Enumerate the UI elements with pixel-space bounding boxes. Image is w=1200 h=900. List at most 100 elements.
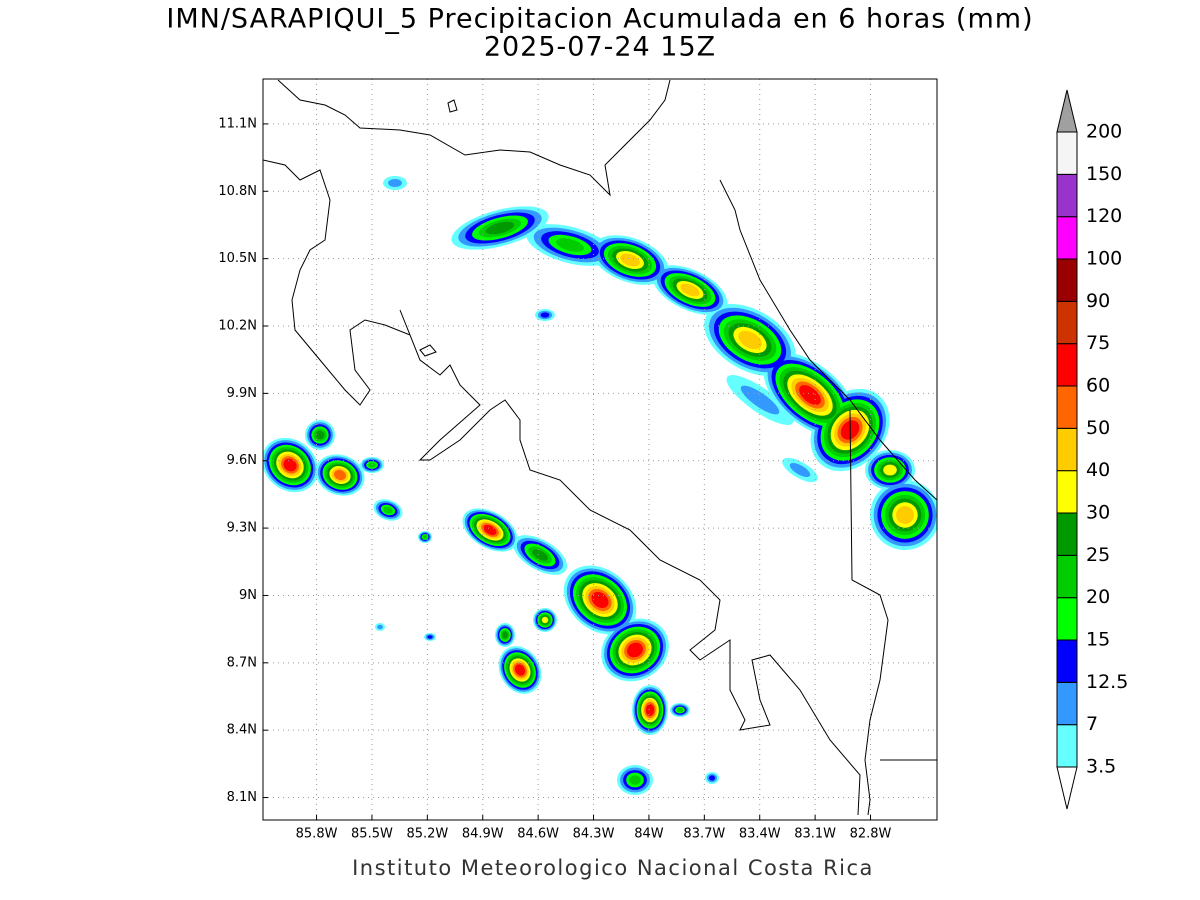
colorbar-box (1056, 385, 1078, 429)
colorbar-box (1056, 681, 1078, 726)
colorbar-label: 150 (1086, 163, 1122, 185)
precip-contour (283, 458, 297, 472)
x-tick-label: 83.1W (794, 827, 836, 842)
y-tick-label: 9.9N (227, 386, 257, 401)
colorbar-label: 100 (1086, 248, 1122, 270)
title: IMN/SARAPIQUI_5 Precipitacion Acumulada … (166, 4, 1033, 35)
y-tick-label: 10.8N (218, 184, 257, 199)
footer: Instituto Meteorologico Nacional Costa R… (352, 856, 874, 880)
x-tick-label: 82.8W (850, 827, 892, 842)
colorbar-label: 90 (1086, 290, 1110, 312)
colorbar-box (1056, 258, 1078, 302)
precip-contour (377, 624, 383, 630)
x-tick-label: 83.7W (683, 827, 725, 842)
y-tick-label: 8.7N (227, 655, 257, 670)
y-tick-label: 10.2N (218, 319, 257, 334)
colorbar-label: 7 (1086, 713, 1098, 735)
precip-contour (883, 464, 897, 476)
colorbar-box (1056, 639, 1078, 683)
colorbar-label: 50 (1086, 417, 1110, 439)
grid: 85.8W 85.5W 85.2W 84.9W 84.6W 84.3W 84W 83.7W 83… (218, 79, 937, 842)
coastline (277, 79, 671, 197)
colorbar-label: 25 (1086, 544, 1110, 566)
colorbar-label: 15 (1086, 629, 1110, 651)
precip-contour (556, 238, 584, 252)
coastline (263, 159, 861, 816)
precip-contour (680, 283, 700, 297)
x-tick-label: 84.6W (517, 827, 559, 842)
x-tick-label: 83.4W (739, 827, 781, 842)
precip-contour (485, 221, 515, 235)
colorbar-under (1056, 766, 1078, 810)
colorbar-box (1056, 131, 1078, 175)
colorbar-box (1056, 216, 1078, 260)
precip-contour (627, 642, 643, 658)
colorbar-label: 12.5 (1086, 671, 1128, 693)
colorbar-box (1056, 427, 1078, 472)
x-tick-label: 84.3W (573, 827, 615, 842)
precip-contour (738, 330, 762, 350)
coastline (719, 179, 937, 501)
colorbar-label: 60 (1086, 375, 1110, 397)
y-tick-label: 9.3N (227, 521, 257, 536)
precip-contour (502, 631, 508, 639)
precip-contour (541, 616, 549, 624)
x-tick-label: 84.9W (462, 827, 504, 842)
y-tick-label: 8.1N (227, 790, 257, 805)
colorbar-label: 75 (1086, 332, 1110, 354)
colorbar-box (1056, 173, 1078, 218)
x-tick-label: 85.8W (296, 827, 338, 842)
precip-contour (540, 312, 550, 318)
precip-contour (427, 635, 433, 639)
x-tick-label: 84W (634, 827, 664, 842)
coastlines (263, 79, 937, 816)
precip-contour (483, 524, 497, 536)
colorbar-box (1056, 554, 1078, 599)
colorbar-label: 30 (1086, 502, 1110, 524)
precip-contour (708, 775, 716, 781)
x-tick-label: 85.5W (351, 827, 393, 842)
colorbar: 3.5 7 12.5 15 20 25 30 40 50 60 75 90 100 120 150 200 (1056, 89, 1128, 810)
colorbar-label: 120 (1086, 205, 1122, 227)
precip-contour (896, 506, 914, 524)
colorbar-label: 200 (1086, 121, 1122, 143)
precip-contour (383, 506, 393, 514)
precip-contour (514, 664, 526, 676)
y-tick-label: 8.4N (227, 723, 257, 738)
map-frame (262, 78, 938, 821)
precip-contour (315, 430, 325, 440)
precip-contour (368, 462, 376, 468)
precip-contour (532, 549, 548, 561)
colorbar-label: 3.5 (1086, 756, 1116, 778)
island (447, 99, 458, 113)
colorbar-label: 20 (1086, 586, 1110, 608)
lake (419, 344, 437, 357)
colorbar-box (1056, 343, 1078, 387)
colorbar-label: 40 (1086, 459, 1110, 481)
precip-contour (334, 469, 346, 481)
precip-contour (676, 707, 684, 713)
x-tick-label: 85.2W (406, 827, 448, 842)
precip-contour (388, 178, 402, 188)
y-tick-label: 10.5N (218, 251, 257, 266)
precip-contour (629, 775, 641, 785)
precip-contour (620, 253, 640, 267)
y-tick-label: 9N (239, 588, 257, 603)
precipitation-field (263, 176, 937, 795)
colorbar-box (1056, 724, 1078, 768)
y-tick-label: 9.6N (227, 453, 257, 468)
border (849, 409, 889, 816)
precip-contour (422, 535, 428, 539)
colorbar-box (1056, 470, 1078, 514)
colorbar-box (1056, 597, 1078, 641)
colorbar-box (1056, 300, 1078, 345)
precip-contour (645, 704, 655, 716)
y-tick-label: 11.1N (218, 116, 257, 131)
precip-contour (591, 591, 609, 609)
subtitle: 2025-07-24 15Z (484, 32, 716, 63)
precip-contour (740, 385, 780, 415)
precip-contour (789, 463, 811, 477)
colorbar-box (1056, 512, 1078, 556)
colorbar-over (1056, 89, 1078, 133)
